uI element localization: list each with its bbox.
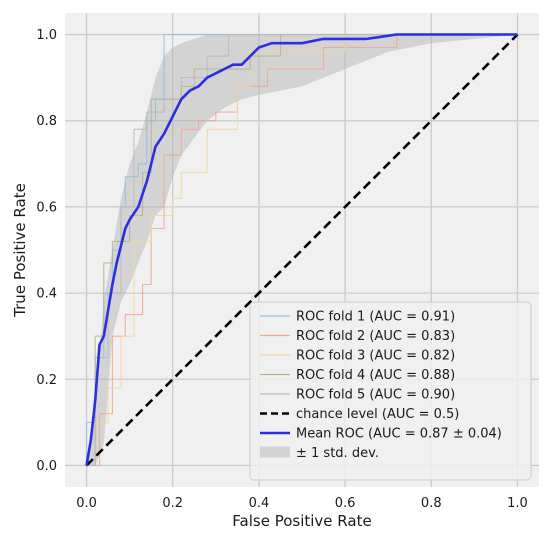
legend-swatch-std-band [260, 446, 290, 458]
x-axis-label: False Positive Rate [232, 512, 371, 530]
roc-fold-line [86, 33, 518, 467]
roc-fold-line [86, 33, 518, 467]
legend-entry-label: ROC fold 2 (AUC = 0.83) [296, 329, 455, 344]
roc-fold-line [86, 33, 518, 467]
x-tick-label: 0.8 [421, 496, 442, 511]
y-tick-label: 1.0 [36, 28, 57, 43]
legend-entry-label: ROC fold 3 (AUC = 0.82) [296, 349, 455, 364]
legend-entry-label: ROC fold 4 (AUC = 0.88) [296, 368, 455, 383]
y-tick-label: 0.2 [36, 373, 57, 388]
legend-entry-label: ROC fold 1 (AUC = 0.91) [296, 310, 455, 325]
legend: ROC fold 1 (AUC = 0.91) ROC fold 2 (AUC =… [249, 301, 532, 481]
x-tick-label: 0.6 [335, 496, 356, 511]
roc-fold-line [86, 33, 518, 467]
x-tick-label: 0.4 [249, 496, 270, 511]
x-tick-label: 1.0 [507, 496, 528, 511]
legend-box [249, 301, 532, 481]
series-lines [85, 33, 519, 467]
legend-entry-label: chance level (AUC = 0.5) [296, 407, 459, 422]
x-tick-label: 0.2 [162, 496, 183, 511]
x-tick-labels: 0.0 0.2 0.4 0.6 0.8 1.0 [76, 496, 528, 511]
legend-entry-label: Mean ROC (AUC = 0.87 ± 0.04) [296, 427, 502, 442]
y-tick-label: 0.6 [36, 200, 57, 215]
y-tick-label: 0.4 [36, 287, 57, 302]
y-axis-label: True Positive Rate [11, 183, 29, 318]
mean-roc-line [85, 33, 518, 466]
chance-level-line [85, 33, 519, 467]
y-tick-label: 0.8 [36, 114, 57, 129]
legend-entry-label: ± 1 std. dev. [296, 446, 379, 461]
y-tick-label: 0.0 [36, 459, 57, 474]
legend-entry-label: ROC fold 5 (AUC = 0.90) [296, 388, 455, 403]
x-tick-label: 0.0 [76, 496, 97, 511]
y-tick-labels: 0.0 0.2 0.4 0.6 0.8 1.0 [36, 28, 57, 474]
